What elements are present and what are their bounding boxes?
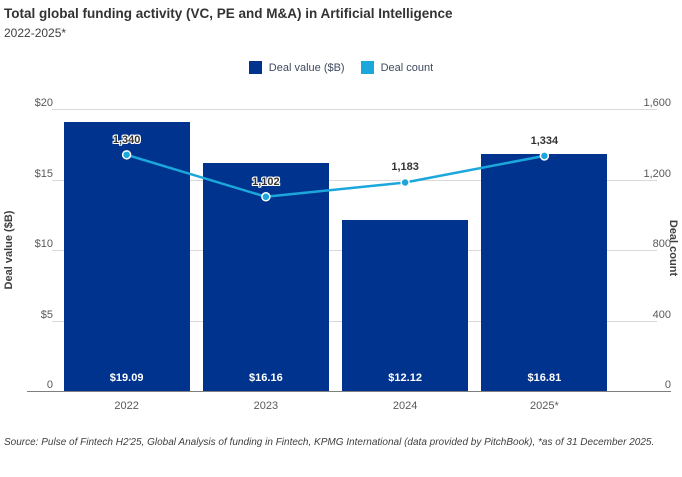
bar-value-label: $19.09	[109, 372, 144, 384]
left-axis-title: Deal value ($B)	[3, 210, 15, 290]
x-axis-label: 2023	[253, 400, 279, 412]
bar-value-label: $16.16	[249, 372, 283, 384]
right-axis-tick: 800	[652, 238, 671, 250]
legend-item-deal-value[interactable]: Deal value ($B)	[248, 61, 345, 74]
x-axis-label: 2025*	[529, 400, 559, 412]
deal-count-label: 1,340	[112, 133, 141, 146]
legend: Deal value ($B) Deal count	[0, 61, 682, 74]
legend-item-deal-count[interactable]: Deal count	[360, 61, 434, 74]
x-axis-label: 2024	[392, 400, 418, 412]
left-axis-tick: $15	[34, 167, 53, 180]
left-axis-tick: $10	[34, 238, 53, 250]
bar-2022[interactable]	[63, 121, 190, 391]
deal-count-label: 1,334	[530, 134, 559, 147]
right-axis-tick: 0	[664, 379, 671, 391]
left-axis-tick: 0	[46, 379, 53, 391]
bar-2025*[interactable]	[481, 153, 608, 391]
left-axis-tick: $5	[40, 308, 53, 321]
bar-value-label: $12.12	[388, 372, 422, 384]
right-axis-tick: 400	[652, 308, 671, 321]
legend-label-deal-count: Deal count	[380, 61, 434, 74]
chart-title: Total global funding activity (VC, PE an…	[4, 6, 453, 21]
bar-value-label: $16.81	[527, 372, 562, 384]
bar-2023[interactable]	[202, 163, 329, 391]
legend-label-deal-value: Deal value ($B)	[268, 61, 345, 74]
source-note: Source: Pulse of Fintech H2'25, Global A…	[4, 437, 655, 448]
deal-count-label: 1,102	[252, 175, 280, 188]
gridline	[52, 109, 657, 110]
x-axis-label: 2022	[114, 400, 139, 412]
right-axis-title: Deal count	[667, 219, 679, 277]
deal-value-swatch-icon	[248, 61, 262, 74]
deal-count-swatch-icon	[360, 61, 374, 74]
chart-subtitle: 2022-2025*	[4, 26, 67, 40]
left-axis-tick: $20	[34, 97, 53, 109]
x-axis-baseline	[27, 391, 671, 392]
deal-count-label: 1,183	[391, 161, 419, 174]
right-axis-tick: 1,600	[643, 97, 671, 109]
bar-2024[interactable]	[342, 220, 469, 391]
right-axis-tick: 1,200	[643, 167, 671, 180]
